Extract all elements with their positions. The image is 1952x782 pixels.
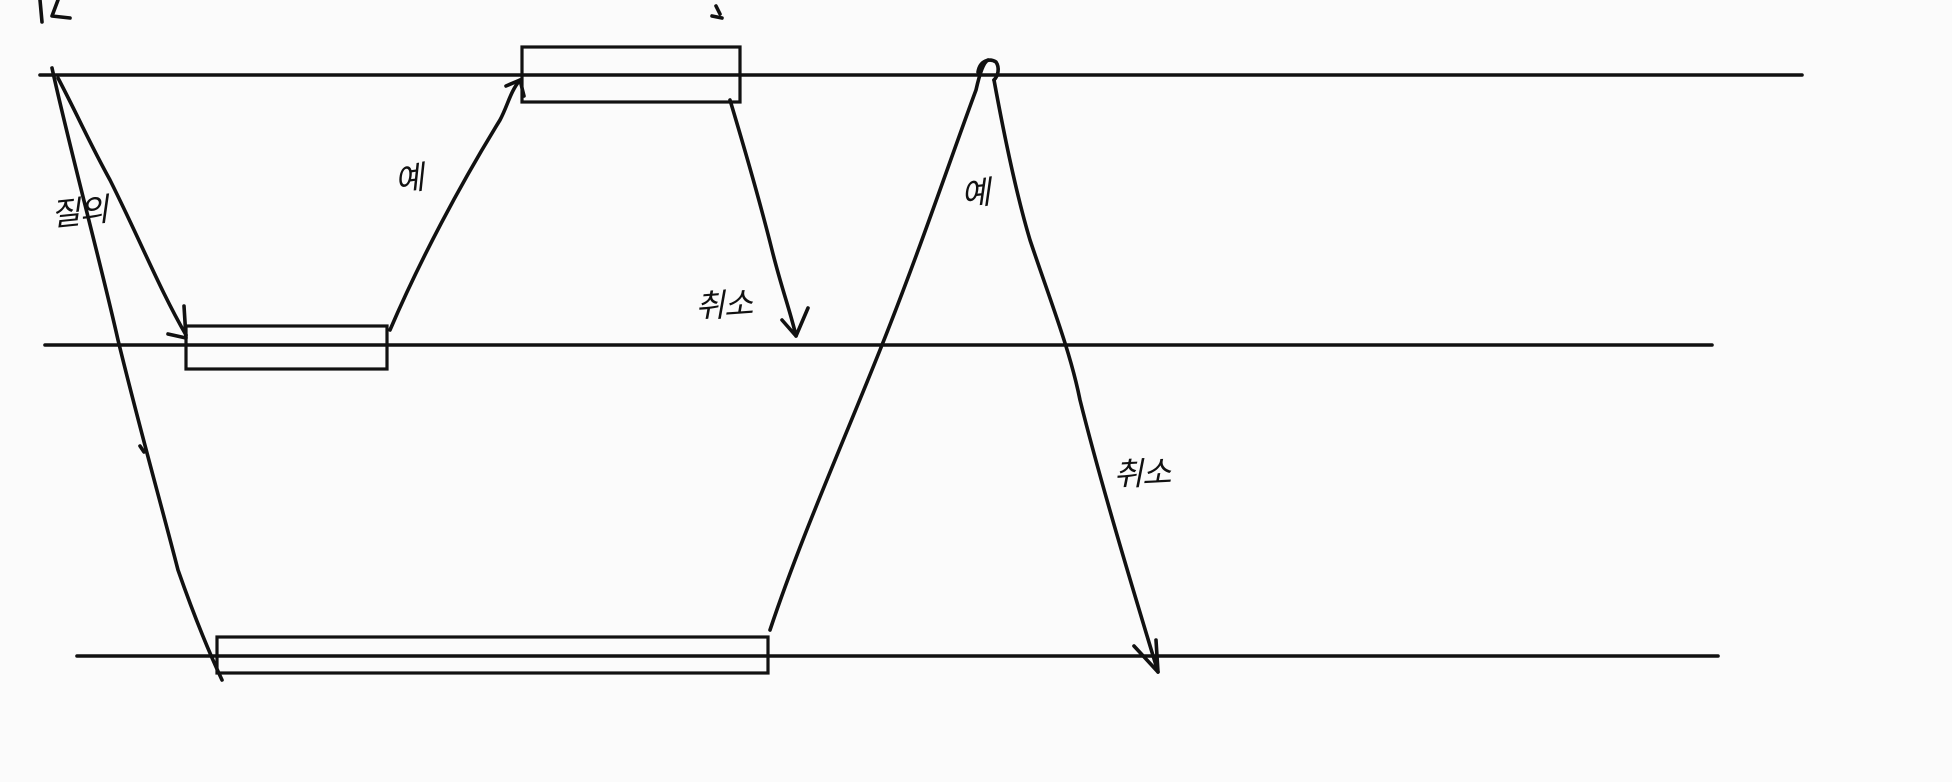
arrow-cancel-to-bottom-head [1132, 638, 1160, 674]
label-reply-2: 예 [959, 173, 996, 214]
top-scribble-fragment [38, 0, 72, 24]
top-mark-fragment [710, 4, 724, 20]
arrow-reply-bottom-to-top-loop [976, 58, 1000, 82]
activation-box-middle [184, 324, 389, 371]
arrow-reply-bottom-to-top [768, 58, 990, 632]
arrow-query-to-bottom-tick [138, 444, 146, 454]
label-reply-1: 예 [392, 158, 430, 200]
arrow-query-to-middle-head [166, 304, 188, 340]
activation-box-bottom [215, 635, 770, 675]
arrow-query-to-bottom [50, 66, 224, 682]
arrow-reply-to-top-head [504, 78, 526, 98]
arrow-cancel-to-middle-head [780, 306, 810, 338]
label-query: 질의 [49, 190, 113, 234]
arrow-query-to-middle [56, 76, 188, 337]
label-cancel-1: 취소 [694, 284, 755, 326]
label-cancel-2: 취소 [1112, 453, 1172, 494]
activation-box-top [520, 45, 742, 104]
arrow-cancel-to-bottom [992, 78, 1160, 674]
arrow-cancel-to-middle [728, 98, 798, 338]
arrow-reply-to-top [388, 78, 522, 332]
